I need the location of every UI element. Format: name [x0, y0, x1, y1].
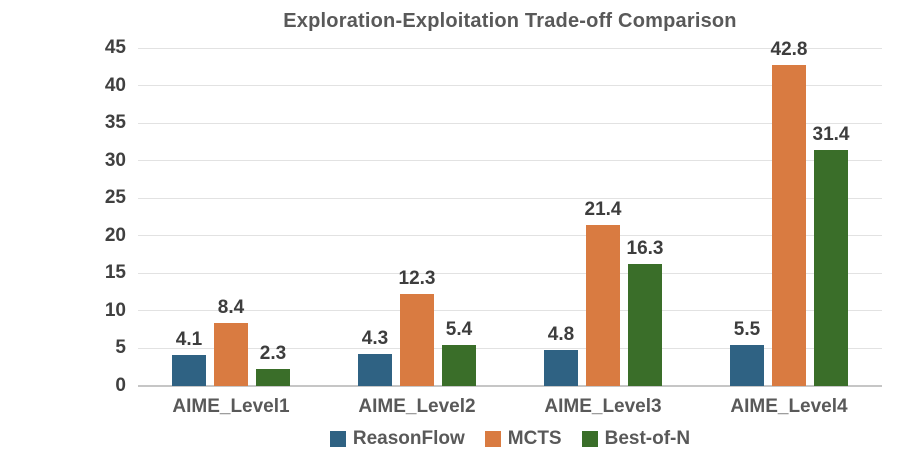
bar-value-label: 31.4 [812, 124, 850, 146]
x-axis-label-aime-level4: AIME_Level4 [730, 396, 848, 417]
y-axis-tick-label: 10 [104, 299, 126, 321]
gridline-10 [138, 310, 882, 312]
y-axis-tick-label: 40 [104, 74, 126, 96]
bar-value-label: 4.1 [175, 329, 203, 351]
bar-mcts-aime-level4 [772, 64, 806, 386]
bar-value-label: 42.8 [770, 38, 808, 60]
bar-best-of-n-aime-level3 [628, 263, 662, 386]
legend-swatch-icon [484, 431, 501, 447]
legend-label: ReasonFlow [352, 428, 465, 449]
legend-swatch-icon [581, 431, 598, 447]
bar-reasonflow-aime-level4 [730, 344, 764, 386]
bar-reasonflow-aime-level1 [172, 355, 206, 386]
bar-mcts-aime-level3 [586, 225, 620, 386]
bar-value-label: 21.4 [584, 199, 622, 221]
bar-value-label: 4.3 [361, 327, 389, 349]
bar-mcts-aime-level2 [400, 293, 434, 386]
bar-best-of-n-aime-level2 [442, 345, 476, 386]
gridline-20 [138, 235, 882, 237]
bar-value-label: 16.3 [626, 237, 664, 259]
y-axis-tick-label: 20 [104, 224, 126, 246]
gridline-5 [138, 347, 882, 349]
bar-mcts-aime-level1 [214, 322, 248, 386]
bar-value-label: 5.4 [445, 319, 473, 341]
legend-item-reasonflow: ReasonFlow [329, 428, 465, 449]
gridline-40 [138, 85, 882, 87]
gridline-25 [138, 197, 882, 199]
y-axis-tick-label: 35 [104, 112, 126, 134]
bar-reasonflow-aime-level3 [544, 349, 578, 386]
bar-value-label: 2.3 [259, 342, 287, 364]
bar-value-label: 5.5 [733, 318, 761, 340]
gridline-15 [138, 272, 882, 274]
bar-value-label: 4.8 [547, 323, 575, 345]
y-axis-tick-label: 25 [104, 187, 126, 209]
gridline-45 [138, 47, 882, 49]
bar-best-of-n-aime-level1 [256, 368, 290, 386]
bar-reasonflow-aime-level2 [358, 353, 392, 386]
y-axis-tick-label: 0 [115, 375, 126, 396]
y-axis-tick-label: 5 [115, 337, 126, 359]
legend-label: Best-of-N [604, 428, 691, 449]
y-axis-tick-label: 30 [104, 149, 126, 171]
legend-item-best-of-n: Best-of-N [581, 428, 691, 449]
y-axis-tick-label: 15 [104, 262, 126, 284]
gridline-30 [138, 160, 882, 162]
plot-area [138, 47, 882, 387]
legend-swatch-icon [329, 431, 346, 447]
x-axis-label-aime-level1: AIME_Level1 [172, 396, 290, 417]
bar-best-of-n-aime-level4 [814, 150, 848, 386]
y-axis-tick-label: 45 [104, 37, 126, 58]
bar-value-label: 12.3 [398, 267, 436, 289]
legend-label: MCTS [507, 428, 562, 449]
legend-item-mcts: MCTS [484, 428, 562, 449]
gridline-35 [138, 122, 882, 124]
x-axis-label-aime-level3: AIME_Level3 [544, 396, 662, 417]
chart-title: Exploration-Exploitation Trade-off Compa… [283, 10, 737, 32]
x-axis-label-aime-level2: AIME_Level2 [358, 396, 476, 417]
bar-value-label: 8.4 [217, 296, 245, 318]
gridline-0 [138, 385, 882, 387]
legend: ReasonFlow MCTS Best-of-N [138, 427, 882, 451]
